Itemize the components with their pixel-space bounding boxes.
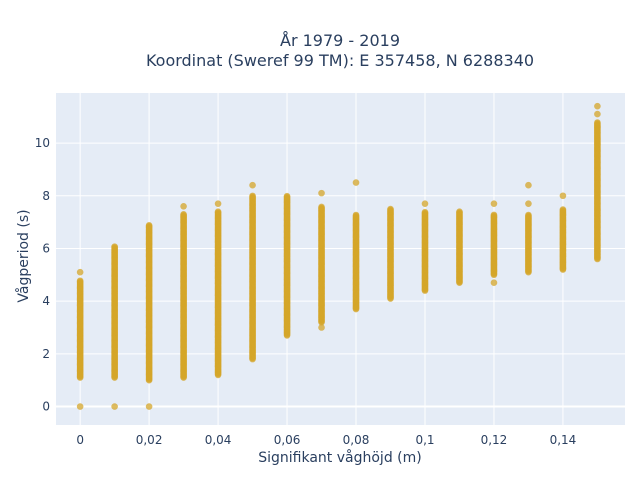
y-tick-label: 10 (35, 136, 50, 150)
data-points (76, 102, 601, 410)
y-tick-label: 6 (42, 241, 50, 255)
data-point-outlier (594, 110, 601, 118)
data-point (111, 243, 118, 250)
data-point-outlier (318, 324, 325, 331)
data-point (387, 205, 394, 213)
chart-title-line1: År 1979 - 2019 (280, 31, 400, 50)
data-point-outlier (76, 268, 84, 276)
data-point (180, 211, 187, 218)
data-point-outlier (145, 403, 153, 410)
data-point (318, 203, 325, 211)
y-axis-ticks: 0 2 4 6 8 10 (35, 136, 50, 413)
data-point (352, 211, 360, 219)
data-point (421, 208, 429, 216)
x-tick-label: 0,02 (136, 433, 163, 447)
data-point-outlier (249, 181, 256, 189)
data-point-outlier (525, 181, 532, 189)
y-tick-label: 2 (42, 347, 50, 361)
x-tick-label: 0,08 (343, 433, 370, 447)
data-point (283, 192, 291, 200)
x-axis-ticks: 0 0,02 0,04 0,06 0,08 0,1 0,12 0,14 (76, 433, 576, 447)
data-point (490, 211, 498, 219)
x-tick-label: 0,14 (550, 433, 577, 447)
data-point (76, 277, 84, 285)
data-point-outlier (525, 200, 532, 207)
data-point (525, 211, 532, 219)
chart-title-line2: Koordinat (Sweref 99 TM): E 357458, N 62… (146, 51, 534, 70)
x-tick-label: 0,1 (415, 433, 434, 447)
data-point-outlier (421, 200, 429, 207)
data-point (559, 206, 567, 213)
data-point (249, 192, 256, 200)
y-tick-label: 0 (42, 400, 50, 414)
x-tick-label: 0,04 (205, 433, 232, 447)
data-point-outlier (352, 179, 360, 186)
data-point-outlier (594, 102, 601, 110)
y-tick-label: 4 (42, 294, 50, 308)
x-tick-label: 0,12 (481, 433, 508, 447)
data-point-outlier (111, 403, 118, 410)
data-point (214, 208, 222, 216)
x-tick-label: 0 (76, 433, 84, 447)
data-point-outlier (214, 200, 222, 207)
x-axis-label: Signifikant våghöjd (m) (258, 449, 421, 466)
y-axis-label: Vågperiod (s) (15, 209, 32, 302)
data-point-outlier (76, 403, 84, 410)
x-tick-label: 0,06 (274, 433, 301, 447)
data-point (594, 119, 601, 126)
data-point-outlier (490, 200, 498, 207)
data-point-outlier (318, 189, 325, 197)
data-point (145, 221, 153, 229)
y-tick-label: 8 (42, 189, 50, 203)
data-point (456, 208, 463, 216)
data-point-outlier (180, 203, 187, 210)
data-point-outlier (559, 192, 567, 200)
data-point-outlier (490, 279, 498, 287)
